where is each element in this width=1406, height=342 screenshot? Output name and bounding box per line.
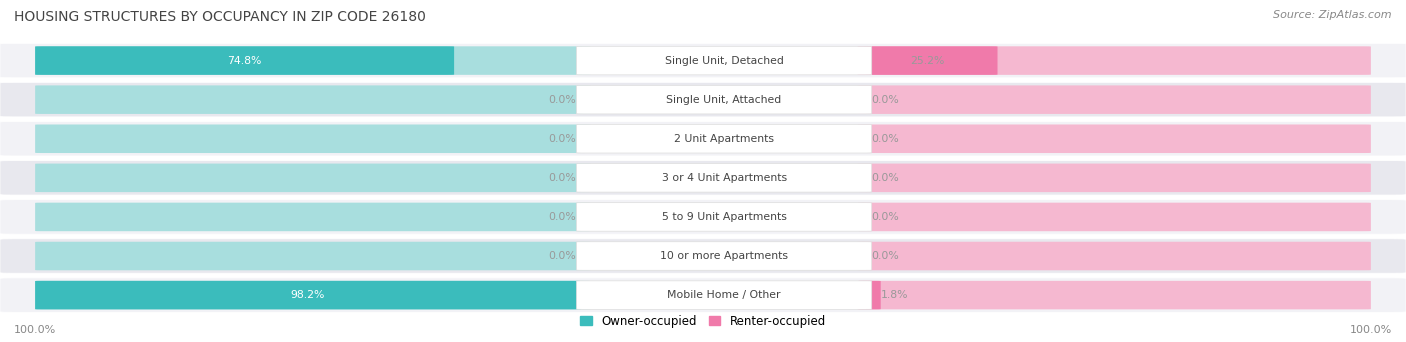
FancyBboxPatch shape	[0, 278, 1406, 312]
FancyBboxPatch shape	[35, 281, 591, 310]
Text: Source: ZipAtlas.com: Source: ZipAtlas.com	[1274, 10, 1392, 20]
Text: 0.0%: 0.0%	[872, 134, 900, 144]
FancyBboxPatch shape	[35, 242, 591, 270]
FancyBboxPatch shape	[35, 124, 591, 153]
FancyBboxPatch shape	[858, 46, 997, 75]
Text: 0.0%: 0.0%	[548, 95, 576, 105]
Text: 5 to 9 Unit Apartments: 5 to 9 Unit Apartments	[662, 212, 786, 222]
FancyBboxPatch shape	[576, 46, 872, 75]
FancyBboxPatch shape	[858, 281, 880, 310]
FancyBboxPatch shape	[576, 242, 872, 270]
Text: 1.8%: 1.8%	[880, 290, 908, 300]
Text: HOUSING STRUCTURES BY OCCUPANCY IN ZIP CODE 26180: HOUSING STRUCTURES BY OCCUPANCY IN ZIP C…	[14, 10, 426, 24]
FancyBboxPatch shape	[35, 281, 581, 310]
Text: 98.2%: 98.2%	[291, 290, 325, 300]
FancyBboxPatch shape	[35, 163, 591, 192]
FancyBboxPatch shape	[576, 124, 872, 153]
Text: 10 or more Apartments: 10 or more Apartments	[659, 251, 789, 261]
Text: 25.2%: 25.2%	[911, 56, 945, 66]
FancyBboxPatch shape	[0, 43, 1406, 78]
FancyBboxPatch shape	[576, 86, 872, 114]
FancyBboxPatch shape	[35, 86, 591, 114]
Text: Single Unit, Detached: Single Unit, Detached	[665, 56, 783, 66]
Text: 3 or 4 Unit Apartments: 3 or 4 Unit Apartments	[662, 173, 786, 183]
FancyBboxPatch shape	[858, 46, 1371, 75]
FancyBboxPatch shape	[576, 203, 872, 231]
FancyBboxPatch shape	[858, 124, 1371, 153]
Text: 100.0%: 100.0%	[1350, 325, 1392, 335]
FancyBboxPatch shape	[35, 46, 591, 75]
Text: Mobile Home / Other: Mobile Home / Other	[668, 290, 780, 300]
FancyBboxPatch shape	[858, 281, 1371, 310]
Text: 0.0%: 0.0%	[548, 134, 576, 144]
Text: 0.0%: 0.0%	[872, 95, 900, 105]
FancyBboxPatch shape	[35, 46, 454, 75]
Text: 0.0%: 0.0%	[548, 173, 576, 183]
Legend: Owner-occupied, Renter-occupied: Owner-occupied, Renter-occupied	[575, 310, 831, 333]
FancyBboxPatch shape	[858, 203, 1371, 231]
Text: 0.0%: 0.0%	[872, 212, 900, 222]
FancyBboxPatch shape	[0, 121, 1406, 156]
FancyBboxPatch shape	[576, 281, 872, 310]
FancyBboxPatch shape	[0, 200, 1406, 234]
FancyBboxPatch shape	[576, 163, 872, 192]
Text: 0.0%: 0.0%	[872, 251, 900, 261]
FancyBboxPatch shape	[858, 242, 1371, 270]
FancyBboxPatch shape	[35, 203, 591, 231]
Text: 0.0%: 0.0%	[548, 251, 576, 261]
FancyBboxPatch shape	[0, 82, 1406, 117]
Text: 100.0%: 100.0%	[14, 325, 56, 335]
FancyBboxPatch shape	[858, 86, 1371, 114]
Text: Single Unit, Attached: Single Unit, Attached	[666, 95, 782, 105]
Text: 74.8%: 74.8%	[228, 56, 262, 66]
FancyBboxPatch shape	[0, 161, 1406, 195]
FancyBboxPatch shape	[0, 239, 1406, 273]
Text: 2 Unit Apartments: 2 Unit Apartments	[673, 134, 775, 144]
Text: 0.0%: 0.0%	[872, 173, 900, 183]
Text: 0.0%: 0.0%	[548, 212, 576, 222]
FancyBboxPatch shape	[858, 163, 1371, 192]
